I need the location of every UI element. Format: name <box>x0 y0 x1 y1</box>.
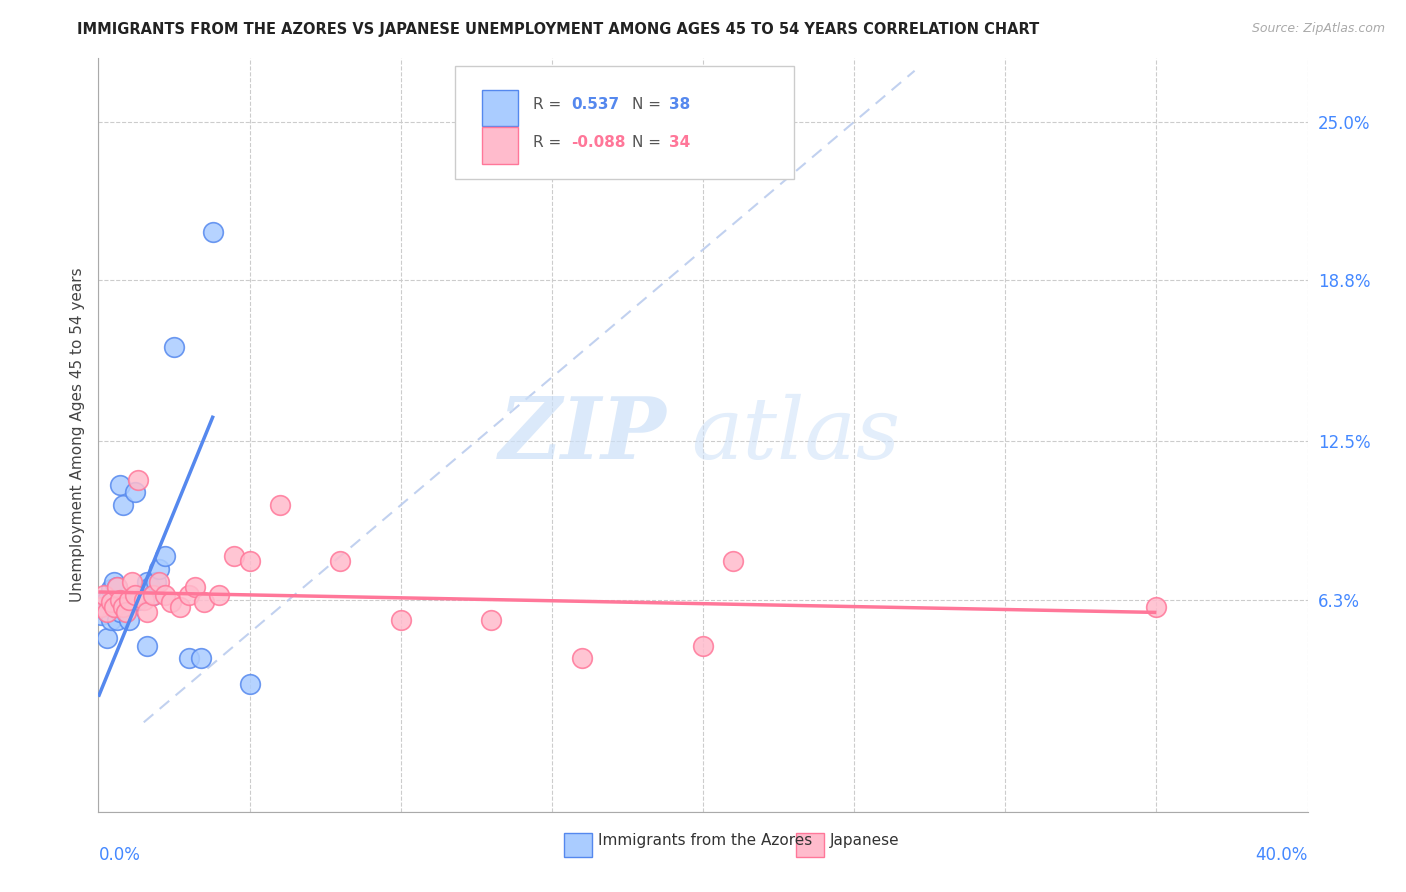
Point <box>100 613 122 627</box>
Point <box>103 592 125 607</box>
Point <box>100 582 122 597</box>
Point <box>202 225 225 239</box>
Point <box>114 595 136 609</box>
Text: 34: 34 <box>669 135 690 150</box>
Point <box>93 600 115 615</box>
Text: IMMIGRANTS FROM THE AZORES VS JAPANESE UNEMPLOYMENT AMONG AGES 45 TO 54 YEARS CO: IMMIGRANTS FROM THE AZORES VS JAPANESE U… <box>77 22 1039 37</box>
Point <box>105 580 128 594</box>
Point <box>190 651 212 665</box>
Point <box>208 588 231 602</box>
Point <box>132 592 155 607</box>
Point <box>1144 600 1167 615</box>
Point <box>118 613 141 627</box>
Point <box>132 588 155 602</box>
Text: 38: 38 <box>669 97 690 112</box>
Point <box>139 580 162 594</box>
Point <box>103 600 125 615</box>
Point <box>224 549 246 564</box>
Text: atlas: atlas <box>690 393 900 476</box>
Point <box>179 588 201 602</box>
Text: Japanese: Japanese <box>830 833 900 847</box>
Text: 40.0%: 40.0% <box>1256 846 1308 863</box>
Text: Immigrants from the Azores: Immigrants from the Azores <box>598 833 813 847</box>
Point <box>239 677 262 691</box>
Point <box>90 600 112 615</box>
Text: R =: R = <box>533 97 565 112</box>
Point <box>389 613 412 627</box>
Point <box>93 592 115 607</box>
Text: 0.0%: 0.0% <box>98 846 141 863</box>
FancyBboxPatch shape <box>796 833 824 857</box>
Point <box>108 592 131 607</box>
Point <box>108 477 131 491</box>
FancyBboxPatch shape <box>564 833 592 857</box>
Y-axis label: Unemployment Among Ages 45 to 54 years: Unemployment Among Ages 45 to 54 years <box>69 268 84 602</box>
Point <box>118 592 141 607</box>
FancyBboxPatch shape <box>482 89 517 126</box>
Point <box>179 651 201 665</box>
Point <box>153 549 176 564</box>
Point <box>105 613 128 627</box>
Point <box>135 606 157 620</box>
Point <box>103 574 125 589</box>
Point <box>269 498 291 512</box>
Point <box>118 592 141 607</box>
Point <box>329 554 352 568</box>
Point <box>96 631 118 645</box>
Point <box>127 473 149 487</box>
Text: ZIP: ZIP <box>499 393 666 476</box>
Point <box>184 580 207 594</box>
Point <box>148 574 170 589</box>
Text: R =: R = <box>533 135 565 150</box>
Point <box>148 562 170 576</box>
Point <box>481 613 503 627</box>
Point <box>111 600 134 615</box>
Point <box>114 606 136 620</box>
Text: N =: N = <box>631 135 665 150</box>
Point <box>121 574 143 589</box>
Text: 0.537: 0.537 <box>571 97 619 112</box>
Point <box>105 580 128 594</box>
FancyBboxPatch shape <box>482 128 517 163</box>
Point <box>160 595 183 609</box>
Point <box>127 592 149 607</box>
Text: Source: ZipAtlas.com: Source: ZipAtlas.com <box>1251 22 1385 36</box>
Point <box>169 600 191 615</box>
Point <box>100 595 122 609</box>
Point <box>93 588 115 602</box>
Point <box>239 554 262 568</box>
Point <box>135 639 157 653</box>
Text: -0.088: -0.088 <box>571 135 626 150</box>
Point <box>111 595 134 609</box>
Text: N =: N = <box>631 97 665 112</box>
Point <box>153 588 176 602</box>
Point <box>124 485 146 500</box>
Point <box>90 607 112 622</box>
Point <box>100 595 122 609</box>
Point <box>103 600 125 615</box>
Point <box>108 606 131 620</box>
Point <box>145 574 167 589</box>
FancyBboxPatch shape <box>456 65 793 178</box>
Point <box>142 588 165 602</box>
Point <box>96 606 118 620</box>
Point <box>193 595 215 609</box>
Point <box>96 606 118 620</box>
Point <box>96 592 118 607</box>
Point <box>142 588 165 602</box>
Point <box>111 498 134 512</box>
Point <box>121 595 143 609</box>
Point <box>163 340 186 354</box>
Point <box>571 651 593 665</box>
Point <box>124 588 146 602</box>
Point <box>114 606 136 620</box>
Point <box>135 574 157 589</box>
Point <box>723 554 745 568</box>
Point <box>692 639 714 653</box>
